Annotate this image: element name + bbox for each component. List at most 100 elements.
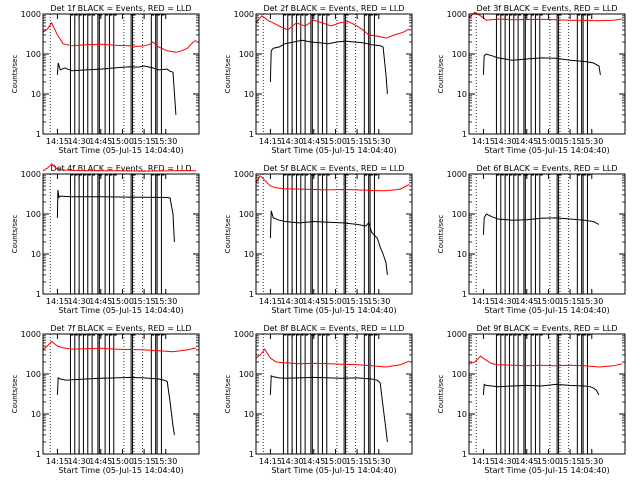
x-tick-label: 14:15 bbox=[472, 297, 495, 306]
x-tick-label: 14:30 bbox=[281, 137, 304, 146]
x-tick-label: 15:15 bbox=[559, 457, 582, 466]
panel-2: Det 2f BLACK = Events, RED = LLD 1 10 100 10… bbox=[224, 4, 413, 155]
x-tick-label: 14:30 bbox=[494, 457, 517, 466]
x-tick-label: 15:00 bbox=[537, 457, 560, 466]
chart-title: Det 7f BLACK = Events, RED = LLD bbox=[50, 324, 191, 333]
lld-series-line bbox=[468, 355, 623, 368]
x-tick-label: 15:30 bbox=[580, 137, 603, 146]
x-tick-label: 14:15 bbox=[259, 457, 282, 466]
y-tick-label: 1 bbox=[249, 290, 254, 299]
events-series-line bbox=[56, 62, 177, 115]
y-tick-label: 10 bbox=[457, 410, 467, 419]
x-tick-label: 15:30 bbox=[367, 457, 390, 466]
plot-frame bbox=[42, 13, 200, 135]
x-tick-label: 15:30 bbox=[154, 297, 177, 306]
lld-series-line bbox=[42, 340, 197, 353]
x-tick-label: 15:30 bbox=[580, 457, 603, 466]
x-tick-label: 15:15 bbox=[346, 137, 369, 146]
x-tick-label: 15:00 bbox=[324, 457, 347, 466]
x-tick-label: 15:15 bbox=[133, 297, 156, 306]
x-tick-label: 15:15 bbox=[559, 137, 582, 146]
x-tick-label: 15:15 bbox=[346, 297, 369, 306]
y-axis-label: Counts/sec bbox=[11, 375, 19, 414]
x-tick-label: 15:15 bbox=[133, 457, 156, 466]
lld-series-line bbox=[468, 11, 623, 22]
x-axis-label: Start Time (05-Jul-15 14:04:40) bbox=[271, 146, 396, 155]
panel-5: Det 5f BLACK = Events, RED = LLD 1 10 100 10… bbox=[224, 164, 413, 315]
x-tick-label: 15:00 bbox=[111, 137, 134, 146]
y-tick-label: 1 bbox=[36, 290, 41, 299]
events-series-line bbox=[482, 53, 601, 75]
x-tick-label: 14:45 bbox=[89, 457, 112, 466]
x-tick-label: 14:45 bbox=[89, 137, 112, 146]
x-tick-label: 14:45 bbox=[302, 297, 325, 306]
y-tick-label: 1000 bbox=[21, 10, 41, 19]
events-series-line bbox=[482, 213, 600, 235]
events-series-line bbox=[56, 376, 175, 435]
x-axis-label: Start Time (05-Jul-15 14:04:40) bbox=[484, 466, 609, 475]
x-tick-label: 14:15 bbox=[472, 457, 495, 466]
lld-series-line bbox=[255, 174, 410, 192]
y-tick-label: 100 bbox=[26, 210, 41, 219]
y-tick-label: 1 bbox=[36, 450, 41, 459]
panel-7: Det 7f BLACK = Events, RED = LLD 1 10 100 10… bbox=[11, 324, 200, 475]
x-tick-label: 14:15 bbox=[46, 297, 69, 306]
y-tick-label: 10 bbox=[31, 90, 41, 99]
lld-series-line bbox=[255, 15, 410, 39]
x-tick-label: 14:15 bbox=[46, 457, 69, 466]
panel-1: Det 1f BLACK = Events, RED = LLD 1 10 100 10… bbox=[11, 4, 200, 155]
y-axis-label: Counts/sec bbox=[11, 215, 19, 254]
x-tick-label: 14:30 bbox=[281, 297, 304, 306]
plot-frame bbox=[255, 13, 413, 135]
x-tick-label: 14:15 bbox=[259, 297, 282, 306]
plot-frame bbox=[468, 333, 626, 455]
x-tick-label: 14:30 bbox=[68, 297, 91, 306]
y-tick-label: 10 bbox=[31, 250, 41, 259]
plot-frame bbox=[42, 173, 200, 295]
x-tick-label: 15:30 bbox=[154, 457, 177, 466]
y-axis-label: Counts/sec bbox=[437, 375, 445, 414]
y-tick-label: 100 bbox=[239, 210, 254, 219]
y-tick-label: 1 bbox=[249, 130, 254, 139]
chart-title: Det 4f BLACK = Events, RED = LLD bbox=[50, 164, 191, 173]
x-tick-label: 14:30 bbox=[68, 457, 91, 466]
y-tick-label: 100 bbox=[26, 50, 41, 59]
x-tick-label: 15:00 bbox=[324, 137, 347, 146]
y-tick-label: 100 bbox=[239, 370, 254, 379]
x-tick-label: 15:30 bbox=[367, 137, 390, 146]
y-tick-label: 1 bbox=[36, 130, 41, 139]
y-tick-label: 10 bbox=[457, 250, 467, 259]
y-tick-label: 1000 bbox=[234, 10, 254, 19]
x-axis-label: Start Time (05-Jul-15 14:04:40) bbox=[58, 466, 183, 475]
x-axis-label: Start Time (05-Jul-15 14:04:40) bbox=[271, 306, 396, 315]
x-tick-label: 14:30 bbox=[281, 457, 304, 466]
x-tick-label: 15:00 bbox=[324, 297, 347, 306]
y-tick-label: 1000 bbox=[234, 330, 254, 339]
panel-8: Det 8f BLACK = Events, RED = LLD 1 10 100 10… bbox=[224, 324, 413, 475]
x-tick-label: 14:45 bbox=[515, 297, 538, 306]
chart-title: Det 5f BLACK = Events, RED = LLD bbox=[263, 164, 404, 173]
plot-frame bbox=[255, 333, 413, 455]
plot-frame bbox=[42, 333, 200, 455]
chart-title: Det 9f BLACK = Events, RED = LLD bbox=[476, 324, 617, 333]
y-tick-label: 1000 bbox=[447, 330, 467, 339]
y-axis-label: Counts/sec bbox=[11, 55, 19, 94]
y-axis-label: Counts/sec bbox=[224, 215, 232, 254]
lld-series-line bbox=[255, 348, 410, 368]
x-axis-label: Start Time (05-Jul-15 14:04:40) bbox=[484, 306, 609, 315]
y-tick-label: 1000 bbox=[234, 170, 254, 179]
x-tick-label: 14:15 bbox=[46, 137, 69, 146]
y-tick-label: 10 bbox=[31, 410, 41, 419]
y-tick-label: 1000 bbox=[21, 170, 41, 179]
chart-title: Det 1f BLACK = Events, RED = LLD bbox=[50, 4, 191, 13]
chart-title: Det 8f BLACK = Events, RED = LLD bbox=[263, 324, 404, 333]
y-axis-label: Counts/sec bbox=[224, 55, 232, 94]
events-series-line bbox=[56, 189, 175, 243]
x-tick-label: 14:45 bbox=[515, 457, 538, 466]
y-tick-label: 1000 bbox=[21, 330, 41, 339]
plot-frame bbox=[468, 13, 626, 135]
x-tick-label: 14:30 bbox=[68, 137, 91, 146]
x-tick-label: 15:15 bbox=[346, 457, 369, 466]
events-series-line bbox=[269, 210, 388, 275]
